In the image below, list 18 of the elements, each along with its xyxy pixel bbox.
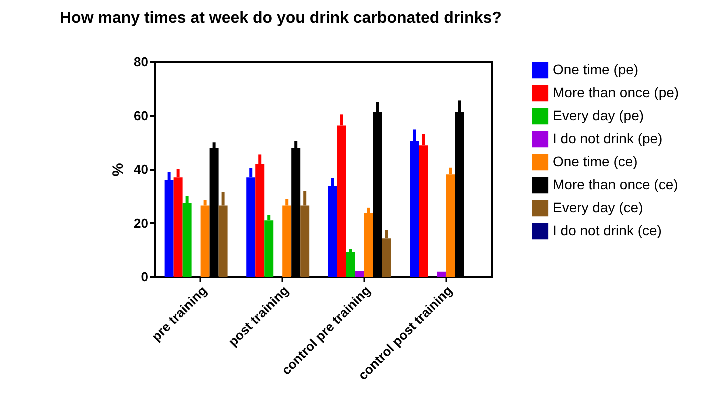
y-tick-label: 60 (134, 108, 148, 124)
y-axis-title: % (110, 163, 128, 177)
legend-label: Every day (ce) (553, 200, 644, 216)
y-tick-label: 40 (134, 162, 148, 177)
y-tick-label: 20 (134, 216, 148, 231)
legend-label: One time (ce) (553, 154, 638, 170)
legend-label: More than once (ce) (553, 176, 678, 192)
y-tick-label: 0 (141, 270, 148, 284)
bar (355, 271, 364, 277)
y-tick-label: 80 (134, 54, 148, 70)
legend-label: More than once (pe) (553, 84, 680, 100)
legend-label: One time (pe) (553, 62, 639, 78)
bar (346, 252, 356, 277)
chart-title: How many times at week do you drink carbonated drinks? (60, 10, 502, 27)
bar (437, 272, 446, 277)
legend-label: Every day (pe) (553, 108, 644, 124)
legend-label: I do not drink (ce) (553, 222, 662, 238)
legend-label: I do not drink (pe) (553, 130, 663, 146)
